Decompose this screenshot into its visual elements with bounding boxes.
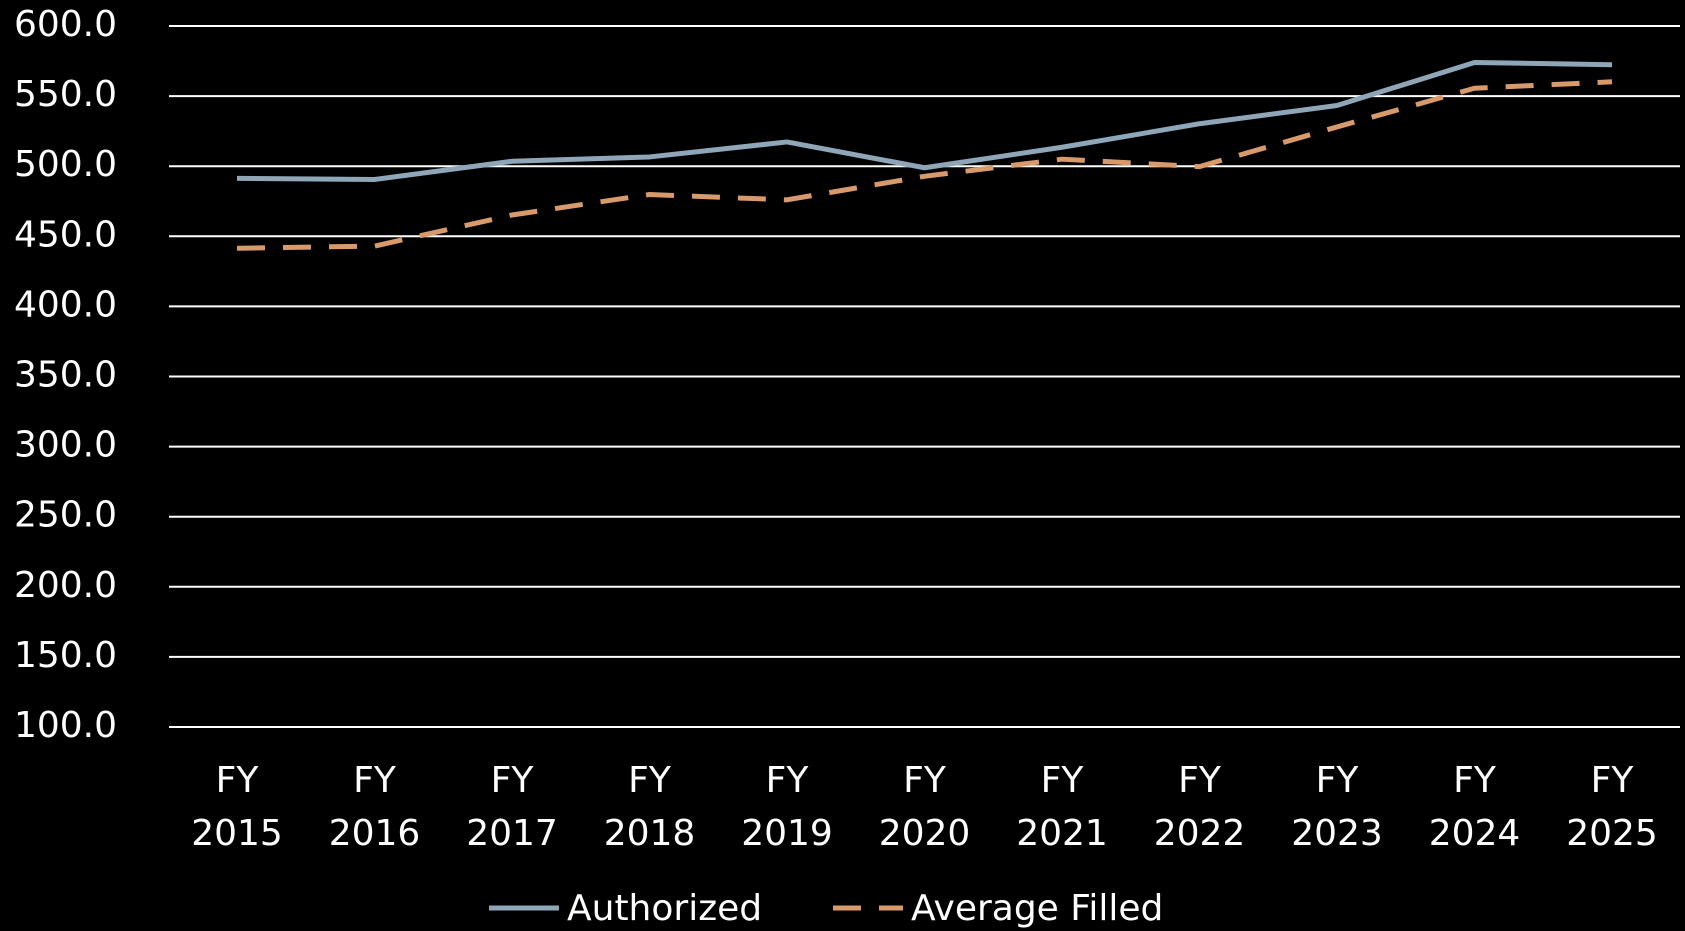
series-line [236, 59, 1613, 183]
series-line [236, 79, 1613, 251]
x-tick-label: FY 2015 [191, 760, 283, 854]
y-tick-label: 100.0 [14, 705, 117, 746]
x-tick-label: FY 2020 [879, 760, 971, 854]
y-tick-label: 150.0 [14, 635, 117, 676]
x-tick-label: FY 2016 [329, 760, 421, 854]
legend-label: Average Filled [911, 888, 1163, 929]
y-tick-label: 300.0 [14, 425, 117, 466]
y-tick-label: 350.0 [14, 355, 117, 396]
x-tick-label: FY 2024 [1429, 760, 1521, 854]
x-tick-label: FY 2017 [466, 760, 558, 854]
y-tick-label: 200.0 [14, 565, 117, 606]
x-tick-label: FY 2018 [604, 760, 696, 854]
y-tick-label: 450.0 [14, 214, 117, 255]
y-tick-label: 600.0 [14, 4, 117, 45]
x-tick-label: FY 2022 [1154, 760, 1246, 854]
y-tick-label: 550.0 [14, 74, 117, 115]
x-tick-label: FY 2021 [1016, 760, 1108, 854]
x-tick-label: FY 2019 [741, 760, 833, 854]
legend-label: Authorized [567, 888, 762, 929]
x-tick-label: FY 2023 [1291, 760, 1383, 854]
x-tick-label: FY 2025 [1566, 760, 1658, 854]
y-tick-label: 250.0 [14, 495, 117, 536]
y-tick-label: 400.0 [14, 284, 117, 325]
y-tick-label: 500.0 [14, 144, 117, 185]
